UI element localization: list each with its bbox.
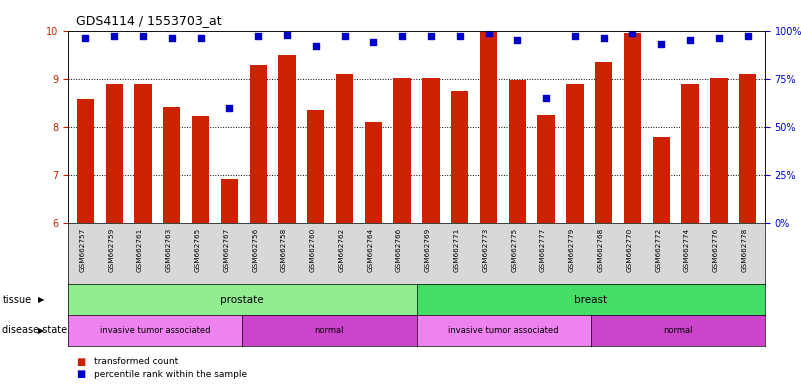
Text: GDS4114 / 1553703_at: GDS4114 / 1553703_at: [76, 14, 222, 27]
Point: [453, 33, 466, 40]
Bar: [653, 137, 670, 384]
Bar: [451, 91, 469, 384]
Text: normal: normal: [315, 326, 344, 335]
Point: [626, 30, 639, 36]
Text: GSM662762: GSM662762: [339, 228, 344, 272]
Text: GSM662773: GSM662773: [482, 228, 489, 272]
Text: GSM662774: GSM662774: [684, 228, 690, 272]
Point: [684, 37, 697, 43]
Text: invasive tumor associated: invasive tumor associated: [100, 326, 211, 335]
Text: percentile rank within the sample: percentile rank within the sample: [94, 370, 247, 379]
Bar: [135, 84, 151, 384]
Text: ■: ■: [76, 357, 86, 367]
Point: [165, 35, 178, 41]
Bar: [163, 107, 180, 384]
Point: [194, 35, 207, 41]
Bar: [682, 84, 698, 384]
Point: [280, 31, 293, 38]
Bar: [422, 78, 440, 384]
Bar: [624, 33, 641, 384]
Bar: [509, 79, 526, 384]
Text: GSM662765: GSM662765: [195, 228, 200, 272]
Text: normal: normal: [663, 326, 693, 335]
Bar: [393, 78, 411, 384]
Bar: [307, 110, 324, 384]
Point: [712, 35, 725, 41]
Bar: [595, 62, 612, 384]
Text: transformed count: transformed count: [94, 357, 178, 366]
Bar: [537, 115, 555, 384]
Point: [309, 43, 322, 49]
Text: GSM662758: GSM662758: [281, 228, 287, 272]
Text: GSM662769: GSM662769: [425, 228, 431, 272]
Bar: [336, 74, 353, 384]
Text: disease state: disease state: [2, 325, 67, 335]
Text: GSM662771: GSM662771: [453, 228, 460, 272]
Text: GSM662766: GSM662766: [396, 228, 402, 272]
Text: GSM662772: GSM662772: [655, 228, 662, 272]
Point: [367, 39, 380, 45]
Text: GSM662760: GSM662760: [310, 228, 316, 272]
Bar: [566, 84, 584, 384]
Text: GSM662759: GSM662759: [108, 228, 115, 272]
Point: [569, 33, 582, 40]
Point: [136, 33, 149, 40]
Text: GSM662764: GSM662764: [368, 228, 373, 272]
Bar: [249, 65, 267, 384]
Bar: [77, 99, 94, 384]
Bar: [739, 74, 756, 384]
Point: [79, 35, 92, 41]
Point: [655, 41, 668, 47]
Text: GSM662778: GSM662778: [742, 228, 747, 272]
Point: [396, 33, 409, 40]
Text: GSM662757: GSM662757: [79, 228, 86, 272]
Text: GSM662767: GSM662767: [223, 228, 229, 272]
Point: [223, 104, 235, 111]
Text: breast: breast: [574, 295, 607, 305]
Text: GSM662770: GSM662770: [626, 228, 633, 272]
Point: [252, 33, 264, 40]
Text: GSM662775: GSM662775: [511, 228, 517, 272]
Point: [482, 30, 495, 36]
Text: GSM662777: GSM662777: [540, 228, 546, 272]
Bar: [480, 31, 497, 384]
Bar: [192, 116, 209, 384]
Text: tissue: tissue: [2, 295, 31, 305]
Bar: [710, 78, 727, 384]
Text: GSM662763: GSM662763: [166, 228, 171, 272]
Text: GSM662776: GSM662776: [713, 228, 718, 272]
Bar: [106, 84, 123, 384]
Point: [338, 33, 351, 40]
Point: [598, 35, 610, 41]
Text: prostate: prostate: [220, 295, 264, 305]
Bar: [221, 179, 238, 384]
Point: [511, 37, 524, 43]
Text: invasive tumor associated: invasive tumor associated: [449, 326, 559, 335]
Text: GSM662761: GSM662761: [137, 228, 143, 272]
Point: [108, 33, 121, 40]
Point: [425, 33, 437, 40]
Text: ▶: ▶: [38, 326, 45, 335]
Text: ■: ■: [76, 369, 86, 379]
Text: GSM662756: GSM662756: [252, 228, 258, 272]
Text: GSM662779: GSM662779: [569, 228, 575, 272]
Point: [540, 95, 553, 101]
Bar: [364, 122, 382, 384]
Text: ▶: ▶: [38, 295, 45, 304]
Bar: [278, 55, 296, 384]
Text: GSM662768: GSM662768: [598, 228, 604, 272]
Point: [741, 33, 754, 40]
